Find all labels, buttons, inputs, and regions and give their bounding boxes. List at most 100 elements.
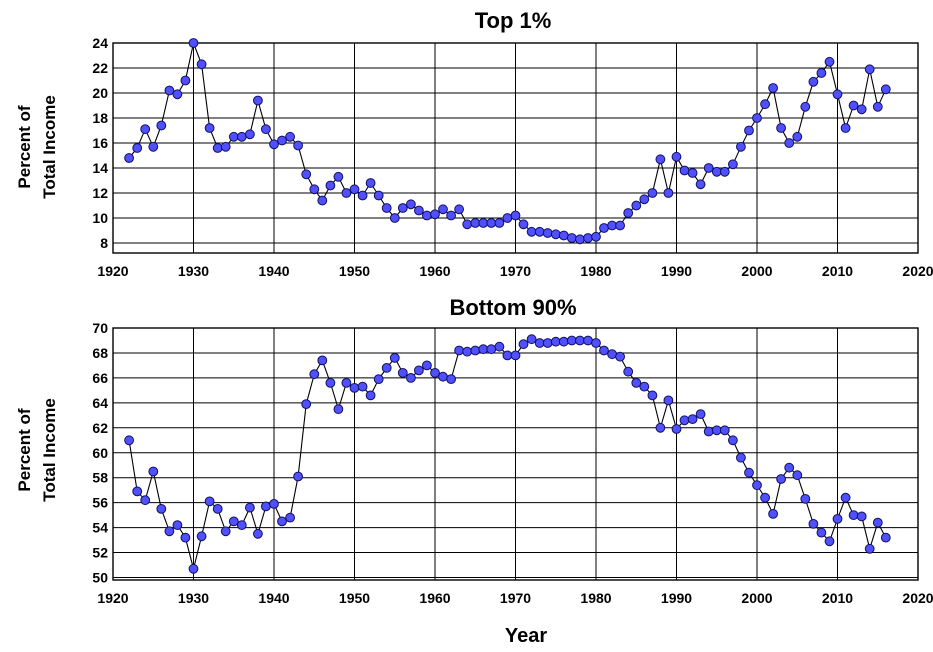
data-point: [245, 129, 255, 140]
data-point: [349, 383, 360, 393]
data-point: [583, 233, 593, 243]
x-tick-label: 1970: [500, 263, 531, 279]
data-point: [397, 368, 408, 378]
y-axis-label-line1: Percent of: [15, 105, 34, 188]
data-point: [719, 166, 730, 177]
data-point: [784, 138, 795, 148]
data-point: [180, 75, 191, 86]
data-point: [212, 504, 223, 514]
data-point: [518, 219, 529, 230]
data-point: [389, 353, 400, 363]
x-tick-label: 2010: [822, 263, 853, 279]
data-point: [639, 194, 650, 205]
y-tick-label: 8: [100, 235, 108, 251]
x-tick-label: 1920: [97, 263, 128, 279]
data-point: [679, 165, 690, 176]
data-point: [832, 89, 843, 100]
data-point: [438, 371, 448, 382]
y-tick-label: 70: [92, 320, 108, 336]
data-point: [800, 101, 811, 112]
data-point: [808, 519, 819, 529]
data-point: [357, 381, 368, 392]
chart-title: Top 1%: [475, 8, 552, 33]
data-point: [301, 169, 312, 180]
data-point: [591, 231, 601, 242]
data-point: [430, 368, 440, 378]
data-point: [711, 425, 722, 436]
data-point: [494, 341, 505, 352]
y-tick-label: 18: [92, 110, 108, 126]
data-point: [840, 492, 851, 503]
y-tick-label: 12: [92, 185, 108, 201]
grid: [112, 327, 919, 581]
data-point: [671, 424, 682, 434]
data-point: [333, 404, 344, 415]
data-point: [220, 141, 231, 152]
data-point: [204, 123, 215, 133]
series-line: [128, 338, 887, 569]
data-point: [285, 131, 296, 142]
data-point: [607, 220, 617, 231]
data-point: [373, 374, 384, 385]
data-point: [880, 84, 891, 95]
data-point: [566, 233, 577, 243]
y-tick-label: 50: [92, 570, 108, 586]
data-point: [430, 209, 440, 220]
data-point: [446, 374, 457, 385]
data-point: [856, 511, 867, 522]
data-point: [728, 159, 738, 170]
data-point: [566, 335, 577, 346]
data-point: [599, 223, 609, 233]
data-point: [872, 101, 883, 112]
data-point: [454, 345, 465, 356]
plot-frame: [112, 327, 919, 581]
data-point: [792, 470, 803, 481]
data-point: [236, 520, 247, 530]
data-point: [164, 526, 175, 537]
y-tick-label: 24: [92, 35, 108, 51]
data-point: [478, 344, 489, 355]
x-tick-label: 2000: [741, 263, 772, 279]
data-point: [494, 218, 505, 228]
data-point: [719, 425, 730, 436]
x-tick-label: 2020: [902, 590, 933, 606]
data-point: [848, 100, 859, 111]
data-point: [583, 335, 593, 346]
data-point: [470, 218, 481, 228]
y-tick-labels: 8 10 12 14 16 18 20 22 24: [92, 35, 108, 251]
data-point: [542, 228, 553, 238]
data-point: [156, 504, 167, 514]
data-point: [470, 345, 481, 356]
plot-frame: [112, 42, 919, 254]
data-point: [623, 366, 634, 377]
chart-title: Bottom 90%: [449, 295, 576, 320]
data-point: [277, 516, 287, 527]
data-point: [357, 190, 368, 201]
data-point: [736, 452, 746, 463]
data-point: [752, 480, 762, 491]
data-point: [462, 219, 473, 230]
data-point: [486, 218, 497, 228]
data-point: [269, 499, 279, 509]
y-tick-label: 20: [92, 85, 108, 101]
data-point: [317, 195, 328, 206]
data-point: [615, 220, 625, 231]
data-point: [188, 38, 199, 48]
data-point: [639, 381, 650, 392]
data-point: [768, 509, 778, 519]
data-point: [784, 462, 795, 473]
data-point: [687, 168, 698, 178]
data-point: [486, 344, 497, 355]
data-point: [381, 363, 392, 373]
data-point: [261, 501, 271, 512]
data-point: [245, 502, 255, 513]
data-point: [196, 59, 207, 70]
data-point: [800, 494, 811, 504]
data-point: [301, 399, 312, 410]
data-point: [309, 184, 320, 195]
data-point: [228, 131, 239, 142]
data-point: [204, 496, 215, 507]
data-point: [502, 213, 513, 223]
x-tick-label: 1930: [178, 263, 209, 279]
